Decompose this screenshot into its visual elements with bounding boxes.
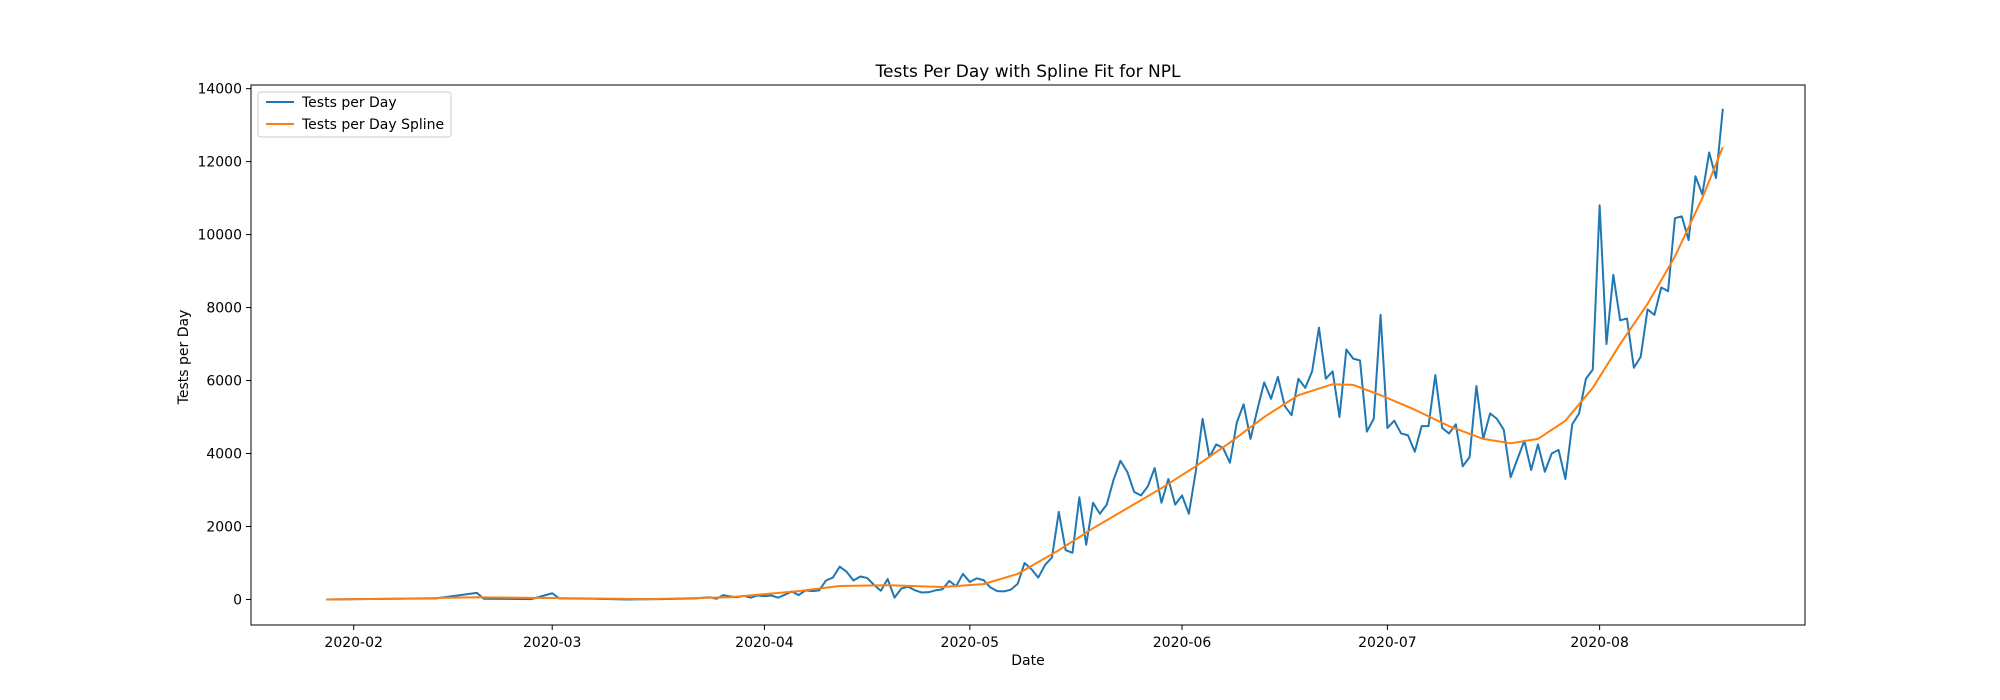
y-axis: 0 2000 4000 6000 8000 10000 12000 14000 [197,82,251,608]
x-axis-label: Date [1011,653,1044,669]
y-tick-label: 10000 [197,228,242,244]
y-tick-label: 0 [233,592,242,608]
x-tick-label: 2020-04 [735,635,794,651]
x-tick-label: 2020-02 [324,635,383,651]
y-tick-label: 4000 [206,447,242,463]
y-tick-label: 6000 [206,374,242,390]
plot-area [326,108,1724,601]
legend-label-tests-per-day: Tests per Day [301,95,397,111]
x-tick-label: 2020-05 [941,635,1000,651]
x-tick-label: 2020-08 [1570,635,1629,651]
legend-label-tests-per-day-spline: Tests per Day Spline [301,117,444,133]
x-axis: 2020-02 2020-03 2020-04 2020-05 2020-06 2020-… [324,625,1629,651]
y-tick-label: 14000 [197,82,242,98]
y-axis-label: Tests per Day [176,310,192,406]
chart-title: Tests Per Day with Spline Fit for NPL [875,62,1181,82]
y-tick-label: 8000 [206,301,242,317]
plot-frame [250,84,1806,626]
y-tick-label: 2000 [206,519,242,535]
series-line-tests-per-day-spline [326,146,1724,601]
y-tick-label: 12000 [197,155,242,171]
series-line-tests-per-day [326,108,1724,601]
x-tick-label: 2020-07 [1358,635,1417,651]
legend-box [257,91,452,138]
legend: Tests per Day Tests per Day Spline [257,91,452,138]
x-tick-label: 2020-03 [523,635,582,651]
x-tick-label: 2020-06 [1153,635,1212,651]
